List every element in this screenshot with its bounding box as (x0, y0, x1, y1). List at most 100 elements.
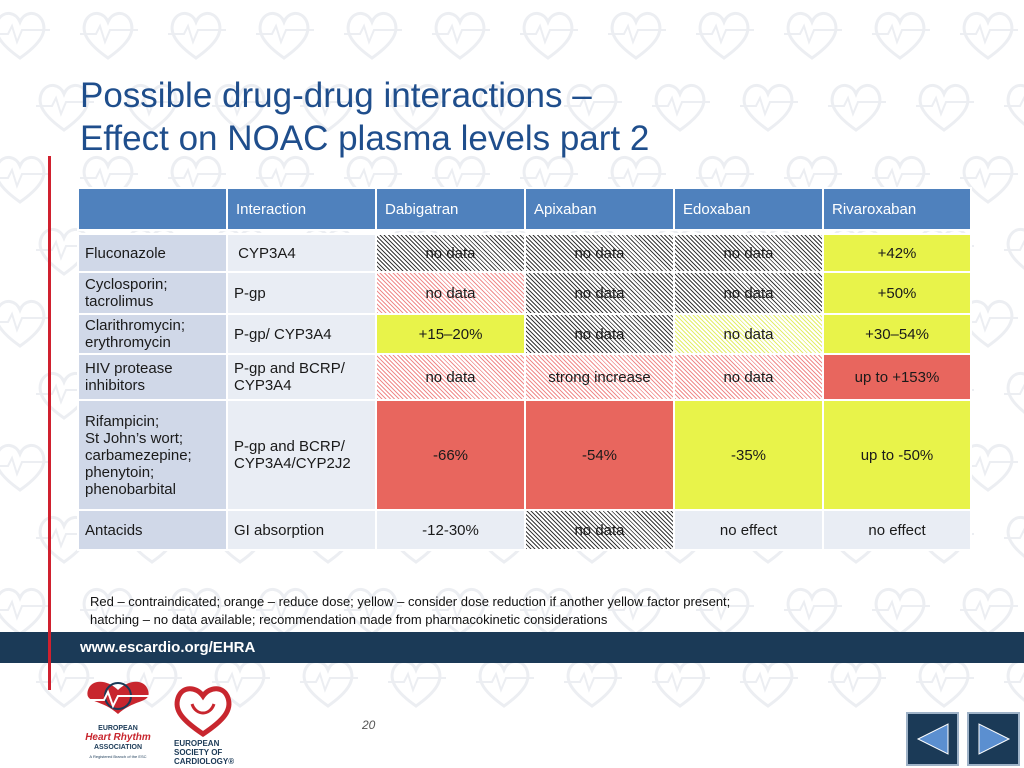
watermark-heart-icon (300, 84, 358, 132)
watermark-heart-icon (36, 84, 94, 132)
effect-cell: no data (673, 233, 824, 273)
drug-name-cell: Antacids (77, 509, 228, 551)
effect-cell: no data (524, 271, 675, 315)
watermark-heart-icon (520, 156, 578, 204)
watermark-heart-icon (476, 660, 534, 708)
watermark-heart-icon (608, 588, 666, 636)
drug-name-line: Antacids (85, 521, 143, 539)
header-empty (77, 187, 228, 231)
effect-cell: up to -50% (822, 399, 972, 511)
previous-slide-button[interactable] (906, 712, 959, 766)
watermark-heart-icon (740, 660, 798, 708)
watermark-heart-icon (828, 660, 886, 708)
header-apixaban: Apixaban (524, 187, 675, 231)
watermark-heart-icon (168, 12, 226, 60)
watermark-heart-icon (212, 84, 270, 132)
interaction-cell: P-gp/ CYP3A4 (226, 313, 377, 355)
effect-cell: no data (375, 353, 526, 401)
watermark-heart-icon (80, 588, 138, 636)
esc-logo-text-3: CARDIOLOGY® (174, 757, 234, 766)
drug-name-line: tacrolimus (85, 293, 154, 310)
watermark-heart-icon (608, 156, 666, 204)
watermark-heart-icon (344, 12, 402, 60)
effect-cell: no data (524, 233, 675, 273)
legend-line-2: hatching – no data available; recommenda… (90, 612, 608, 627)
drug-name-cell: HIV protease inhibitors (77, 353, 228, 401)
effect-cell: no effect (822, 509, 972, 551)
drug-name-line: St John’s wort; (85, 429, 184, 447)
watermark-heart-icon (608, 12, 666, 60)
interaction-cell: P-gp (226, 271, 377, 315)
title-line-2: Effect on NOAC plasma levels part 2 (80, 119, 650, 158)
watermark-heart-icon (0, 444, 50, 492)
footer-url-link[interactable]: www.escardio.org/EHRA (80, 639, 256, 656)
effect-cell: no data (375, 233, 526, 273)
watermark-heart-icon (256, 588, 314, 636)
table-row: Rifampicin; St John’s wort; carbamezepine;… (77, 399, 972, 511)
watermark-heart-icon (344, 588, 402, 636)
effect-cell: +30–54% (822, 313, 972, 355)
drug-name-line: Fluconazole (85, 244, 166, 262)
effect-cell: -66% (375, 399, 526, 511)
interaction-cell: CYP3A4 (226, 233, 377, 273)
drug-name-line: Clarithromycin; (85, 317, 186, 334)
watermark-heart-icon (388, 660, 446, 708)
watermark-heart-icon (80, 156, 138, 204)
watermark-heart-icon (784, 156, 842, 204)
effect-cell: -35% (673, 399, 824, 511)
watermark-heart-icon (916, 660, 974, 708)
watermark-heart-icon (1004, 84, 1024, 126)
drug-name-line: Cyclosporin; (85, 276, 168, 293)
table-header-row: Interaction Dabigatran Apixaban Edoxaban… (77, 187, 972, 231)
drug-name-line: phenytoin; (85, 463, 155, 481)
slide-title: Possible drug-drug interactions – Effect… (80, 74, 649, 160)
triangle-right-icon (978, 723, 1011, 755)
effect-cell: -54% (524, 399, 675, 511)
header-interaction: Interaction (226, 187, 377, 231)
interaction-cell: P-gp and BCRP/ CYP3A4 (226, 353, 377, 401)
header-rivaroxaban: Rivaroxaban (822, 187, 972, 231)
watermark-heart-icon (520, 12, 578, 60)
watermark-heart-icon (256, 156, 314, 204)
ehra-logo-text-3: ASSOCIATION (94, 744, 142, 751)
interaction-cell: P-gp and BCRP/ CYP3A4/CYP2J2 (226, 399, 377, 511)
table-row: Antacids GI absorption -12-30% no data no ef… (77, 509, 972, 551)
drug-name-line: Rifampicin; (85, 412, 160, 430)
ehra-logo-text-4: A Registered Branch of the ESC (89, 754, 146, 759)
effect-cell: no data (673, 313, 824, 355)
watermark-heart-icon (0, 12, 50, 60)
watermark-heart-icon (960, 12, 1018, 60)
watermark-heart-icon (652, 84, 710, 132)
watermark-heart-icon (1004, 516, 1024, 558)
watermark-heart-icon (1004, 372, 1024, 414)
effect-cell: up to +153% (822, 353, 972, 401)
watermark-heart-icon (652, 660, 710, 708)
drug-name-cell: Fluconazole (77, 233, 228, 273)
watermark-heart-icon (344, 156, 402, 204)
watermark-heart-icon (0, 588, 50, 636)
ehra-logo: EUROPEAN Heart Rhythm ASSOCIATION A Regi… (85, 681, 151, 759)
watermark-heart-icon (564, 660, 622, 708)
watermark-heart-icon (696, 588, 754, 636)
watermark-heart-icon (432, 588, 490, 636)
header-edoxaban: Edoxaban (673, 187, 824, 231)
watermark-heart-icon (432, 12, 490, 60)
watermark-heart-icon (212, 660, 270, 708)
watermark-heart-icon (124, 84, 182, 132)
watermark-heart-icon (784, 588, 842, 636)
ehra-logo-text-1: EUROPEAN (98, 725, 138, 732)
drug-name-cell: Clarithromycin; erythromycin (77, 313, 228, 355)
effect-cell: no data (375, 271, 526, 315)
effect-cell: no data (673, 271, 824, 315)
footer-bar: www.escardio.org/EHRA (0, 632, 1024, 663)
watermark-heart-icon (168, 156, 226, 204)
effect-cell: strong increase (524, 353, 675, 401)
accent-vertical-line (48, 156, 51, 690)
interaction-cell: GI absorption (226, 509, 377, 551)
next-slide-button[interactable] (967, 712, 1020, 766)
watermark-heart-icon (300, 660, 358, 708)
effect-cell: +15–20% (375, 313, 526, 355)
effect-cell: no effect (673, 509, 824, 551)
watermark-heart-icon (388, 84, 446, 132)
esc-logo: EUROPEAN SOCIETY OF CARDIOLOGY® (174, 686, 234, 766)
